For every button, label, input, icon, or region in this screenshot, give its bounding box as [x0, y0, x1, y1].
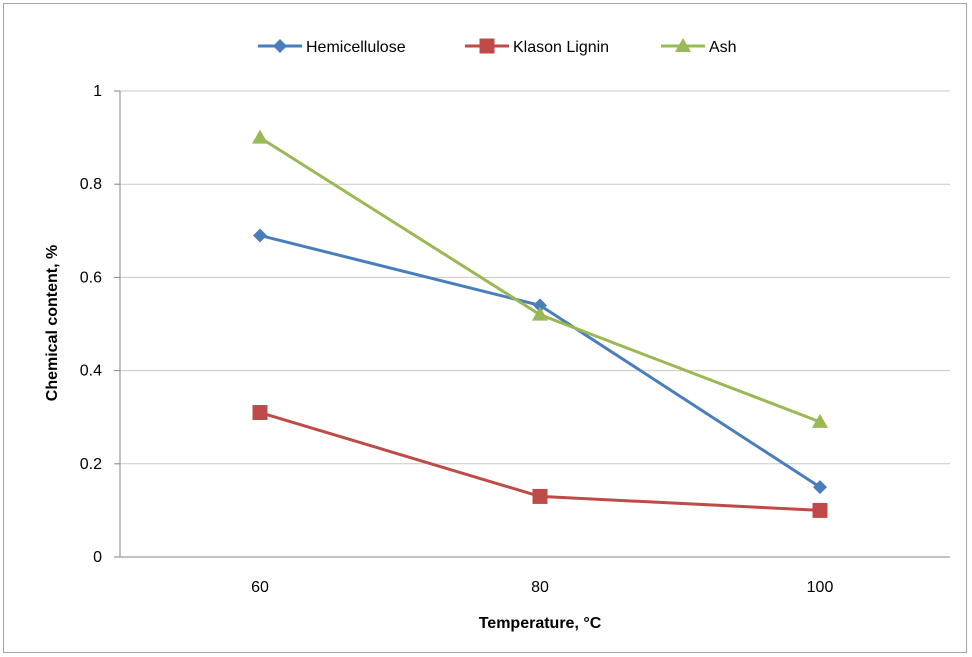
y-tick-label: 0.6 [80, 269, 102, 286]
y-tick-label: 1 [93, 83, 102, 100]
data-point-hemicellulose [533, 298, 547, 313]
series-line-hemicellulose [259, 234, 821, 489]
x-tick-labels: 60 80 100 [251, 579, 833, 596]
data-point-hemicellulose [813, 480, 827, 495]
data-point-klason-lignin [532, 488, 548, 504]
chart-frame [3, 3, 967, 653]
data-point-ash [532, 306, 548, 321]
series-line-ash [259, 136, 821, 424]
x-tick-label: 80 [531, 579, 549, 596]
y-axis-title: Chemical content, % [44, 245, 61, 401]
y-tick-label: 0.2 [80, 456, 102, 473]
legend-marker-hemicellulose [273, 39, 287, 53]
y-tick-label: 0.4 [80, 363, 102, 380]
data-point-klason-lignin [252, 405, 268, 421]
x-axis-title: Temperature, °C [479, 615, 602, 632]
x-tick-label: 60 [251, 579, 269, 596]
series-group [252, 129, 828, 518]
x-tick-label: 100 [807, 579, 834, 596]
data-point-ash [252, 129, 268, 144]
legend-label-hemicellulose: Hemicellulose [306, 39, 406, 56]
y-tick-label: 0.8 [80, 176, 102, 193]
legend: Hemicellulose Klason Lignin Ash [258, 38, 737, 56]
axes [114, 90, 950, 558]
legend-label-klason-lignin: Klason Lignin [513, 39, 609, 56]
legend-label-ash: Ash [709, 39, 737, 56]
legend-marker-klason-lignin [479, 38, 495, 54]
grid-lines [120, 90, 950, 465]
data-point-hemicellulose [253, 228, 267, 243]
y-tick-labels: 0 0.2 0.4 0.6 0.8 1 [80, 83, 102, 566]
y-tick-label: 0 [93, 549, 102, 566]
data-point-klason-lignin [812, 502, 828, 518]
data-point-ash [812, 413, 828, 428]
legend-marker-ash [675, 38, 691, 52]
